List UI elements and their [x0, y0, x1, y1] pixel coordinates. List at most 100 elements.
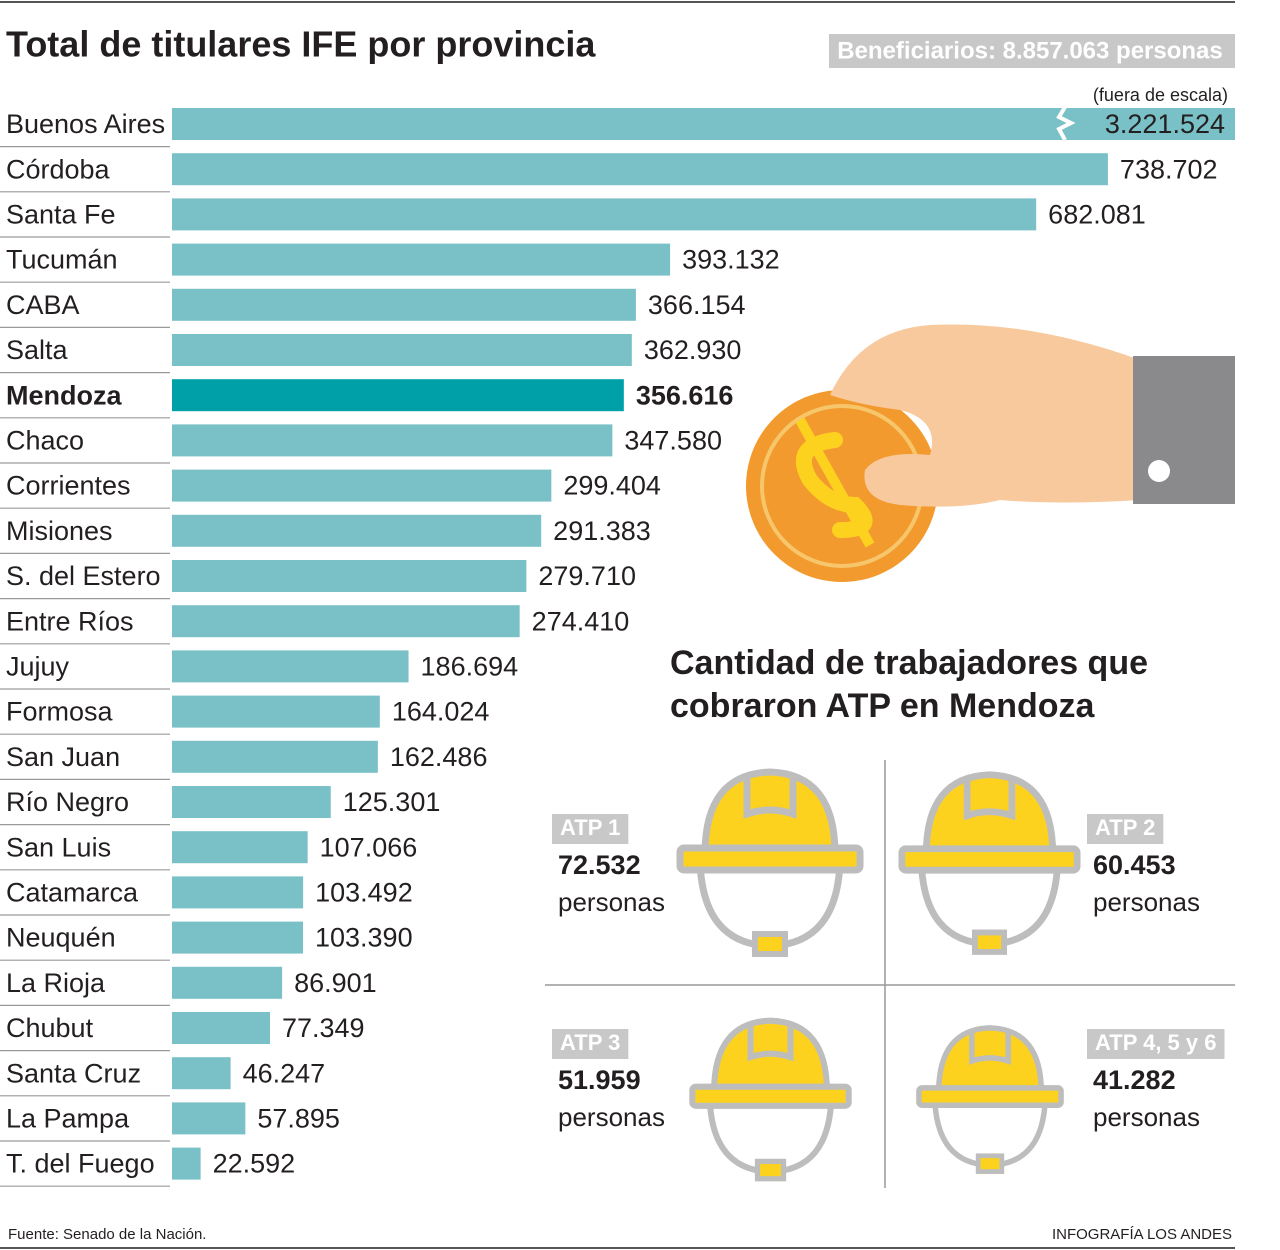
- bar: [172, 786, 331, 818]
- value-label: 291.383: [553, 516, 651, 546]
- bar: [172, 288, 636, 321]
- bar: [172, 650, 409, 683]
- category-label: Corrientes: [6, 471, 131, 501]
- atp-label-bg: [1087, 814, 1164, 844]
- bar: [172, 740, 378, 773]
- category-label: CABA: [6, 290, 80, 320]
- bar: [172, 379, 624, 412]
- value-label: 274.410: [532, 606, 630, 636]
- value-label: 393.132: [682, 245, 780, 275]
- hand-coin: [746, 324, 1235, 582]
- value-label: 107.066: [320, 832, 418, 862]
- category-label: La Pampa: [6, 1104, 130, 1134]
- category-label: Jujuy: [6, 652, 70, 682]
- bar: [172, 695, 380, 728]
- helmet-icon: [919, 1028, 1061, 1172]
- atp-label: ATP 2: [1095, 815, 1155, 840]
- category-label: Chaco: [6, 426, 84, 456]
- category-label: Entre Ríos: [6, 606, 134, 636]
- category-label: Santa Cruz: [6, 1058, 141, 1088]
- value-label: 347.580: [624, 426, 722, 456]
- bar: [172, 831, 308, 864]
- badge: Beneficiarios: 8.857.063 personas: [837, 37, 1223, 64]
- bar: [172, 469, 552, 502]
- value-label: 186.694: [421, 652, 519, 682]
- bar: [172, 605, 520, 638]
- value-label: 362.930: [644, 335, 742, 365]
- value-label: 279.710: [538, 561, 636, 591]
- atp-value: 60.453: [1093, 850, 1176, 880]
- category-label: Formosa: [6, 697, 114, 727]
- category-label: Buenos Aires: [6, 109, 165, 139]
- bar: [172, 921, 303, 954]
- atp-value: 51.959: [558, 1065, 641, 1095]
- bar: [172, 966, 283, 999]
- bar: [172, 153, 1108, 186]
- atp-label: ATP 1: [560, 815, 620, 840]
- bar: [172, 108, 1235, 140]
- category-label: Tucumán: [6, 245, 118, 275]
- bar: [172, 198, 1037, 231]
- category-label: Catamarca: [6, 878, 139, 908]
- value-label: 46.247: [243, 1058, 326, 1088]
- bar: [172, 334, 632, 366]
- category-label: Misiones: [6, 516, 113, 546]
- section-title: Cantidad de trabajadores que: [670, 644, 1148, 682]
- value-label: 356.616: [636, 380, 734, 410]
- source: Fuente: Senado de la Nación.: [8, 1226, 206, 1243]
- value-label: 299.404: [563, 471, 661, 501]
- atp-unit: personas: [558, 1102, 665, 1132]
- atp-label-bg: [552, 814, 629, 844]
- bar: [172, 560, 527, 592]
- atp-unit: personas: [1093, 1102, 1200, 1132]
- section-title: cobraron ATP en Mendoza: [670, 687, 1096, 725]
- annotation: (fuera de escala): [1093, 85, 1228, 105]
- atp-unit: personas: [1093, 887, 1200, 917]
- chart-title: Total de titulares IFE por provincia: [6, 24, 596, 65]
- bar: [172, 1057, 231, 1090]
- value-label: 682.081: [1048, 200, 1146, 230]
- bar: [172, 1012, 270, 1044]
- category-label: Santa Fe: [6, 200, 116, 230]
- category-label: Chubut: [6, 1013, 94, 1043]
- bar: [172, 876, 304, 909]
- category-label: San Luis: [6, 832, 111, 862]
- badge-bg: [829, 34, 1235, 68]
- helmet-icon: [680, 772, 860, 954]
- category-label: La Rioja: [6, 968, 106, 998]
- atp-label: ATP 3: [560, 1030, 620, 1055]
- value-label: 57.895: [257, 1104, 340, 1134]
- value-label: 86.901: [294, 968, 377, 998]
- category-label: Río Negro: [6, 787, 129, 817]
- value-label: 738.702: [1120, 154, 1218, 184]
- atp-label: ATP 4, 5 y 6: [1095, 1030, 1216, 1055]
- value-label: 103.492: [315, 878, 413, 908]
- value-label: 125.301: [343, 787, 441, 817]
- category-label: S. del Estero: [6, 561, 161, 591]
- category-label: T. del Fuego: [6, 1149, 155, 1179]
- value-label: 162.486: [390, 742, 488, 772]
- bar: [172, 514, 542, 547]
- atp-unit: personas: [558, 887, 665, 917]
- category-label: Córdoba: [6, 154, 111, 184]
- value-label: 22.592: [213, 1149, 296, 1179]
- value-label: 77.349: [282, 1013, 365, 1043]
- value-label: 103.390: [315, 923, 413, 953]
- atp-value: 72.532: [558, 850, 641, 880]
- category-label: Salta: [6, 335, 69, 365]
- category-label: San Juan: [6, 742, 120, 772]
- helmet-icon: [902, 775, 1077, 952]
- bar: [172, 424, 613, 457]
- category-label: Neuquén: [6, 923, 116, 953]
- value-label: 164.024: [392, 697, 490, 727]
- credit: INFOGRAFÍA LOS ANDES: [1052, 1226, 1232, 1243]
- helmet-icon: [692, 1021, 848, 1179]
- atp-label-bg: [1087, 1029, 1225, 1059]
- bar: [172, 1102, 246, 1135]
- scale-break: [1056, 105, 1076, 141]
- value-label: 366.154: [648, 290, 746, 320]
- category-label: Mendoza: [6, 380, 122, 410]
- bar: [172, 243, 671, 276]
- atp-value: 41.282: [1093, 1065, 1176, 1095]
